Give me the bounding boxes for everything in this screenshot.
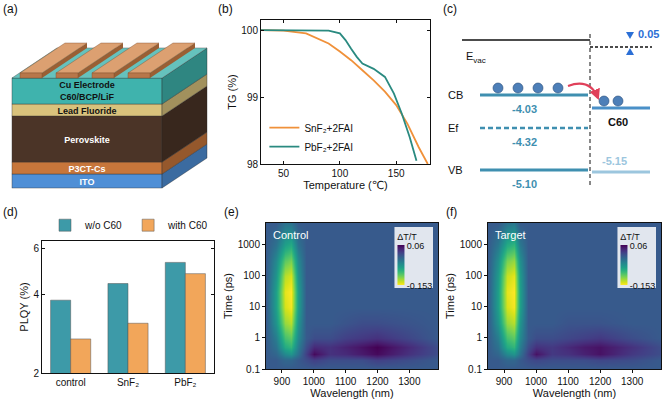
svg-text:900: 900 [496, 376, 513, 387]
svg-text:1200: 1200 [589, 376, 612, 387]
html-text:(a): (a) [3, 2, 18, 16]
svg-text:0.06: 0.06 [407, 241, 425, 251]
svg-text:Time (ps): Time (ps) [444, 273, 456, 319]
svg-text:Cu Electrode: Cu Electrode [59, 80, 115, 90]
svg-text:control: control [56, 377, 86, 388]
svg-text:Control: Control [273, 229, 308, 241]
svg-text:1000: 1000 [525, 376, 548, 387]
svg-text:100: 100 [241, 25, 258, 36]
svg-text:-4.32: -4.32 [512, 136, 537, 148]
svg-text:1000: 1000 [303, 376, 326, 387]
html-text:(e): (e) [224, 205, 239, 219]
svg-text:ΔT/T: ΔT/T [397, 232, 417, 242]
svg-text:900: 900 [274, 376, 291, 387]
svg-text:PbF₂+2FAI: PbF₂+2FAI [304, 142, 353, 153]
svg-text:50: 50 [278, 168, 290, 179]
svg-text:1300: 1300 [621, 376, 644, 387]
svg-text:-5.10: -5.10 [512, 178, 537, 190]
svg-text:1100: 1100 [335, 376, 357, 387]
svg-text:Evac: Evac [466, 50, 486, 65]
svg-text:100: 100 [332, 168, 349, 179]
svg-text:Target: Target [495, 229, 526, 241]
svg-text:98: 98 [247, 159, 259, 170]
svg-text:Time (ps): Time (ps) [222, 273, 234, 319]
svg-text:1000: 1000 [460, 239, 483, 250]
svg-text:PLQY (%): PLQY (%) [18, 282, 30, 331]
svg-text:w/o C60: w/o C60 [84, 220, 122, 231]
html-text:(c): (c) [443, 2, 457, 16]
svg-text:6: 6 [33, 243, 39, 254]
svg-text:-0.153: -0.153 [630, 281, 656, 291]
svg-text:PbF₂: PbF₂ [174, 377, 196, 388]
svg-text:C60: C60 [608, 116, 628, 128]
svg-text:1100: 1100 [557, 376, 579, 387]
svg-text:150: 150 [388, 168, 405, 179]
svg-text:-5.15: -5.15 [602, 155, 627, 167]
svg-text:0.1: 0.1 [246, 364, 260, 375]
svg-text:1000: 1000 [238, 239, 261, 250]
svg-text:Temperature (℃): Temperature (℃) [303, 179, 388, 191]
svg-text:-0.153: -0.153 [407, 281, 433, 291]
svg-text:0.05: 0.05 [638, 28, 659, 40]
svg-text:Wavelength (nm): Wavelength (nm) [310, 387, 393, 399]
svg-text:1: 1 [476, 332, 482, 343]
svg-text:0.1: 0.1 [468, 364, 482, 375]
svg-text:0.06: 0.06 [630, 241, 648, 251]
svg-text:TG (%): TG (%) [226, 74, 238, 109]
svg-text:1: 1 [254, 332, 260, 343]
svg-text:CB: CB [448, 89, 463, 101]
svg-text:SnF₂+2FAI: SnF₂+2FAI [304, 123, 353, 134]
html-text:(b): (b) [218, 2, 233, 16]
html-text:(d): (d) [3, 205, 18, 219]
svg-text:Lead Fluoride: Lead Fluoride [57, 106, 116, 116]
svg-text:100: 100 [243, 270, 260, 281]
svg-text:4: 4 [33, 289, 39, 300]
svg-text:ΔT/T: ΔT/T [620, 232, 640, 242]
svg-text:Ef: Ef [448, 122, 459, 134]
svg-text:SnF₂: SnF₂ [117, 377, 139, 388]
svg-text:1300: 1300 [398, 376, 421, 387]
svg-text:P3CT-Cs: P3CT-Cs [68, 164, 105, 174]
svg-text:Perovskite: Perovskite [64, 135, 110, 145]
svg-text:10: 10 [249, 301, 261, 312]
svg-text:-4.03: -4.03 [512, 103, 537, 115]
svg-text:ITO: ITO [80, 177, 95, 187]
svg-text:1200: 1200 [366, 376, 389, 387]
html-text:(f): (f) [446, 205, 458, 219]
svg-text:2: 2 [33, 368, 39, 379]
svg-text:VB: VB [448, 164, 463, 176]
svg-text:100: 100 [465, 270, 482, 281]
svg-text:Wavelength (nm): Wavelength (nm) [533, 387, 616, 399]
svg-text:99: 99 [247, 92, 259, 103]
svg-text:C60/BCP/LiF: C60/BCP/LiF [60, 92, 115, 102]
svg-text:with C60: with C60 [167, 220, 207, 231]
svg-text:10: 10 [471, 301, 483, 312]
